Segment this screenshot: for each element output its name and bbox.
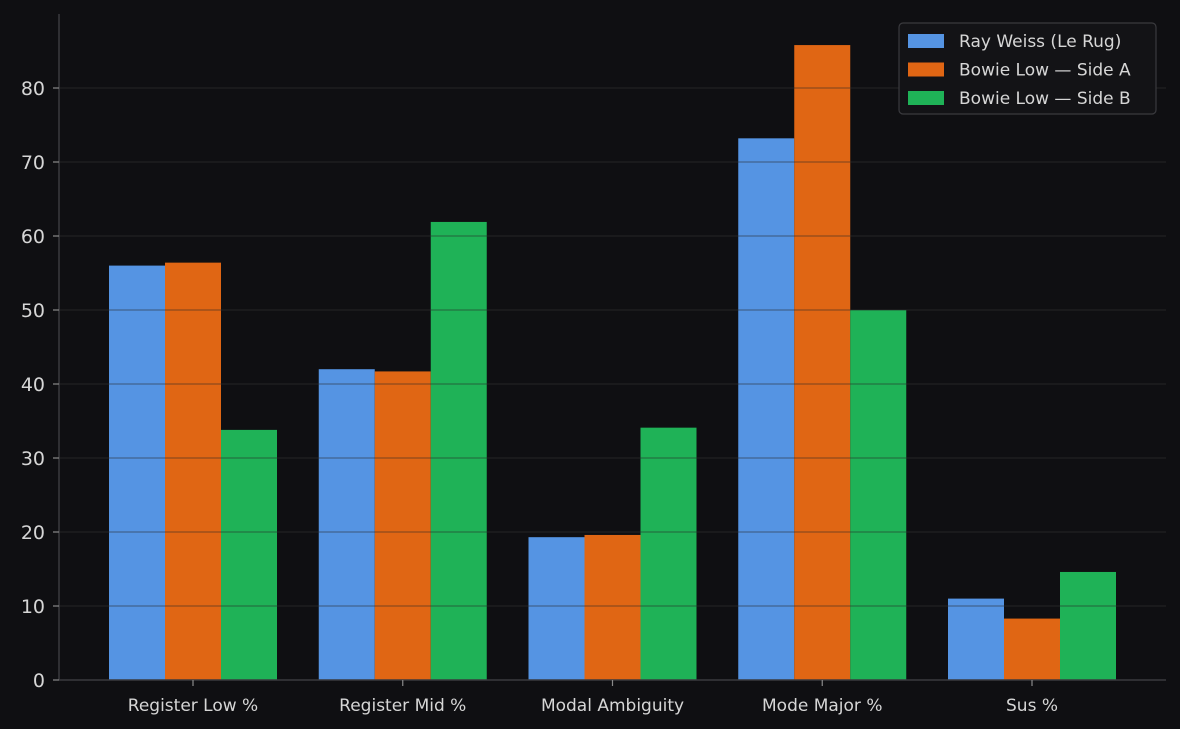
bar-4-series-3	[850, 310, 907, 680]
legend-label: Bowie Low — Side B	[959, 89, 1131, 109]
bar-3-series-3	[640, 427, 697, 680]
y-tick-label: 30	[21, 448, 45, 470]
legend: Ray Weiss (Le Rug) Bowie Low — Side A Bowi…	[898, 22, 1157, 115]
bar-2-series-1	[318, 369, 375, 680]
y-tick-label: 10	[21, 596, 45, 618]
legend-box	[898, 22, 1157, 115]
y-tick-label: 50	[21, 300, 45, 322]
x-tick-label: Modal Ambiguity	[541, 696, 684, 716]
y-tick-label: 60	[21, 226, 45, 248]
bar-2-series-2	[374, 371, 431, 680]
legend-swatch-3	[908, 91, 944, 105]
y-tick-label: 20	[21, 522, 45, 544]
bar-5-series-2	[1004, 618, 1060, 680]
bar-5-series-1	[948, 598, 1004, 680]
legend-label: Bowie Low — Side A	[959, 61, 1131, 81]
bar-1-series-3	[221, 429, 277, 680]
y-tick-label: 40	[21, 374, 45, 396]
bar-4-series-1	[738, 138, 795, 680]
x-tick-label: Mode Major %	[762, 696, 882, 716]
legend-swatch-1	[908, 34, 944, 48]
x-tick-label: Sus %	[1006, 696, 1058, 716]
bar-1-series-1	[109, 265, 165, 680]
x-tick-label: Register Mid %	[339, 696, 466, 716]
x-tick-label: Register Low %	[128, 696, 258, 716]
x-axis-ticks: Register Low % Register Mid % Modal Ambigu…	[128, 680, 1058, 716]
bar-5-series-3	[1060, 571, 1116, 680]
bars	[59, 45, 1166, 680]
y-axis-ticks: 0 10 20 30 40 50 60 70 80	[21, 78, 59, 692]
y-tick-label: 0	[33, 670, 45, 692]
bar-1-series-2	[165, 262, 221, 680]
y-tick-label: 80	[21, 78, 45, 100]
legend-swatch-2	[908, 62, 944, 77]
bar-3-series-2	[584, 534, 641, 680]
bar-2-series-3	[430, 221, 487, 680]
bar-3-series-1	[528, 537, 585, 680]
y-tick-label: 70	[21, 152, 45, 174]
bar-4-series-2	[794, 45, 851, 680]
legend-label: Ray Weiss (Le Rug)	[959, 32, 1121, 52]
